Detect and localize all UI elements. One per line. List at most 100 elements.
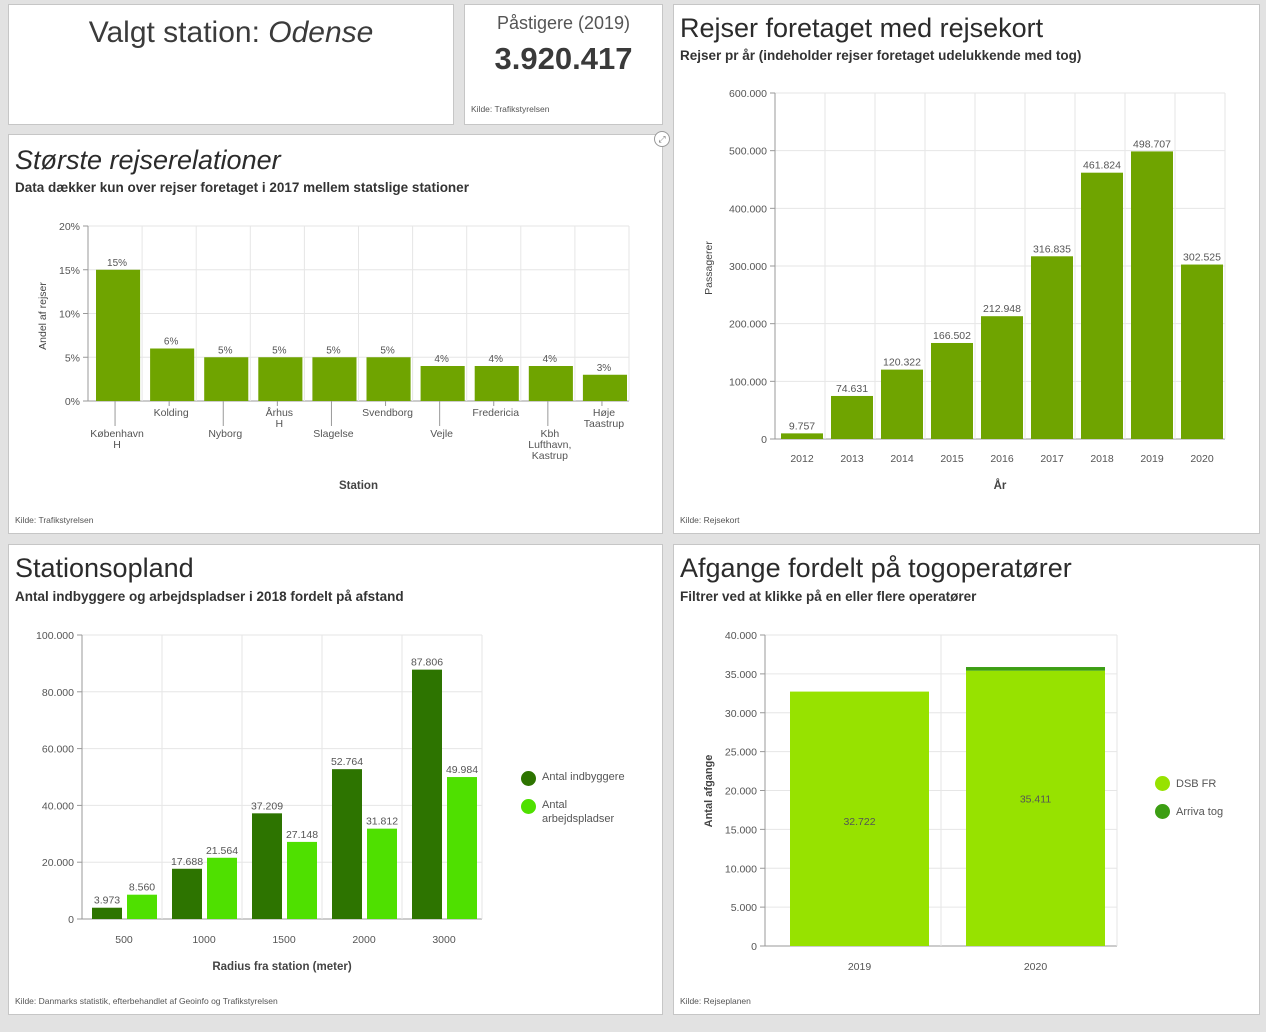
station-title-prefix: Valgt station: <box>88 16 269 49</box>
catchment-subtitle: Antal indbyggere og arbejdspladser i 201… <box>15 589 404 604</box>
relations-category-label: Fredericia <box>472 407 519 419</box>
journeys-yaxis-title: Passagerer <box>703 241 715 295</box>
catchment-title: Stationsopland <box>15 553 194 583</box>
relations-data-label: 5% <box>380 345 395 356</box>
relations-bar <box>528 366 573 401</box>
departures-ytick-label: 25.000 <box>725 747 757 759</box>
catchment-ytick-label: 80.000 <box>42 687 74 699</box>
catchment-bar <box>207 857 237 919</box>
relations-bar <box>150 348 195 401</box>
legend-label-residents: Antal indbyggere <box>542 771 625 783</box>
journeys-category-label: 2015 <box>940 453 964 465</box>
departures-ytick-label: 15.000 <box>725 824 757 836</box>
journeys-ytick-label: 200.000 <box>729 319 767 331</box>
relations-bar <box>258 357 303 401</box>
journeys-category-label: 2018 <box>1090 453 1114 465</box>
legend-item-arriva[interactable]: Arriva tog <box>1155 804 1223 820</box>
catchment-data-label: 21.564 <box>206 845 238 857</box>
journeys-category-label: 2019 <box>1140 453 1164 465</box>
relations-yaxis-title: Andel af rejser <box>37 282 49 350</box>
expand-icon[interactable]: ⤢ <box>654 131 670 147</box>
journeys-data-label: 316.835 <box>1033 243 1071 255</box>
catchment-category-label: 2000 <box>352 934 376 946</box>
relations-category-label: Høje <box>593 407 615 419</box>
journeys-category-label: 2020 <box>1190 453 1214 465</box>
legend-dot-residents <box>521 771 536 786</box>
relations-bar <box>96 269 141 401</box>
catchment-category-label: 500 <box>115 934 133 946</box>
departures-chart: 0 5.000 10.000 15.000 20.000 25.000 30.000 35.0… <box>703 630 1118 973</box>
legend-item-residents[interactable]: Antal indbyggere <box>521 771 625 786</box>
relations-category-label: Taastrup <box>584 418 624 430</box>
station-panel: Valgt station: Odense <box>8 4 454 125</box>
legend-dot-arriva <box>1155 804 1170 819</box>
catchment-data-label: 3.973 <box>94 895 120 907</box>
catchment-bar <box>332 769 362 919</box>
catchment-data-label: 49.984 <box>446 764 478 776</box>
catchment-ytick-label: 100.000 <box>36 630 74 642</box>
legend-item-workplaces[interactable]: Antal arbejdspladser <box>521 799 614 827</box>
departures-title: Afgange fordelt på togoperatører <box>680 553 1072 583</box>
boardings-panel: Påstigere (2019) 3.920.417 Kilde: Trafik… <box>464 4 663 125</box>
departures-data-label: 32.722 <box>843 816 875 828</box>
journeys-ytick-label: 0 <box>761 434 767 446</box>
legend-item-dsb[interactable]: DSB FR <box>1155 776 1216 792</box>
departures-data-label: 35.411 <box>1020 793 1051 805</box>
catchment-data-label: 31.812 <box>366 816 398 828</box>
relations-ytick-label: 5% <box>65 352 80 364</box>
relations-bar <box>420 366 465 401</box>
journeys-data-label: 74.631 <box>836 383 868 395</box>
catchment-bar <box>92 907 122 919</box>
relations-data-label: 4% <box>434 354 449 365</box>
catchment-bar <box>172 868 202 919</box>
station-name: Odense <box>268 16 374 49</box>
journeys-data-label: 166.502 <box>933 330 971 342</box>
departures-source: Kilde: Rejseplanen <box>680 996 751 1006</box>
relations-category-label: Slagelse <box>313 428 353 440</box>
journeys-source: Kilde: Rejsekort <box>680 515 740 525</box>
boardings-label: Påstigere (2019) <box>496 13 631 33</box>
departures-ytick-label: 35.000 <box>725 669 757 681</box>
relations-bar <box>204 357 249 401</box>
catchment-ytick-label: 0 <box>68 914 74 926</box>
journeys-data-label: 461.824 <box>1083 160 1121 172</box>
catchment-data-label: 37.209 <box>251 800 283 812</box>
catchment-bar <box>447 777 477 919</box>
departures-ytick-label: 10.000 <box>725 863 757 875</box>
catchment-panel: Stationsopland Antal indbyggere og arbej… <box>8 544 663 1015</box>
journeys-data-label: 302.525 <box>1183 252 1221 264</box>
journeys-bar <box>781 433 823 439</box>
journeys-data-label: 212.948 <box>983 303 1021 315</box>
departures-ytick-label: 5.000 <box>731 902 757 914</box>
journeys-category-label: 2017 <box>1040 453 1064 465</box>
relations-xaxis-title: Station <box>339 480 378 492</box>
catchment-source: Kilde: Danmarks statistik, efterbehandle… <box>15 996 278 1006</box>
relations-data-label: 5% <box>326 345 341 356</box>
catchment-bar <box>412 669 442 919</box>
departures-ytick-label: 0 <box>751 941 757 953</box>
journeys-bar <box>1081 172 1123 439</box>
catchment-bar <box>367 828 397 919</box>
journeys-bar <box>931 342 973 439</box>
relations-ytick-label: 0% <box>65 396 80 408</box>
catchment-xaxis-title: Radius fra station (meter) <box>212 961 351 973</box>
catchment-data-label: 17.688 <box>171 856 203 868</box>
boardings-value: 3.920.417 <box>494 41 633 76</box>
catchment-category-label: 1500 <box>272 934 296 946</box>
catchment-data-label: 52.764 <box>331 756 363 768</box>
relations-data-label: 3% <box>597 363 612 374</box>
relations-ytick-label: 10% <box>59 309 80 321</box>
departures-bar <box>790 691 929 946</box>
departures-ytick-label: 20.000 <box>725 786 757 798</box>
legend-label-workplaces: Antal arbejdspladser <box>542 799 615 825</box>
catchment-ytick-label: 60.000 <box>42 744 74 756</box>
relations-category-label: Kastrup <box>532 450 568 462</box>
departures-panel: Afgange fordelt på togoperatører Filtrer… <box>673 544 1260 1015</box>
journeys-ytick-label: 300.000 <box>729 261 767 273</box>
journeys-bar <box>831 395 873 439</box>
relations-category-label: Lufthavn, <box>528 439 571 451</box>
relations-data-label: 5% <box>272 345 287 356</box>
journeys-chart: 0 100.000 200.000 300.000 400.000 500.000 600.… <box>703 88 1226 492</box>
legend-label-arriva: Arriva tog <box>1176 806 1224 818</box>
relations-category-label: Århus <box>266 406 293 419</box>
